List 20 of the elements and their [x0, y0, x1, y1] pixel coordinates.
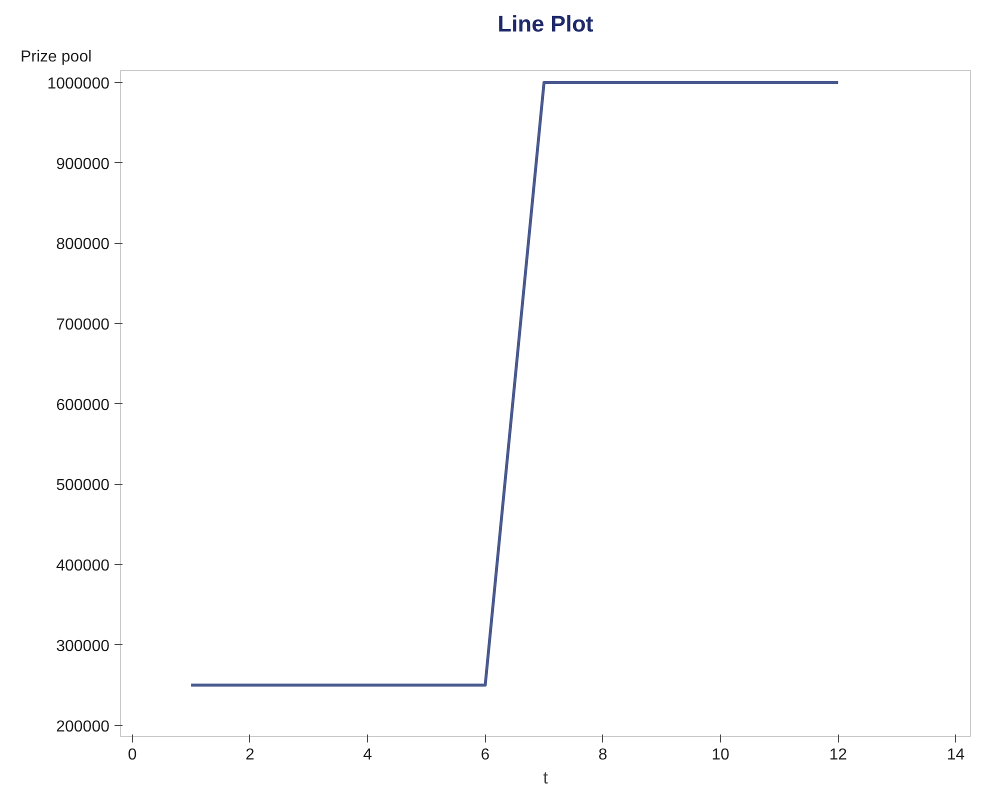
y-tick-label: 400000 — [56, 558, 110, 575]
y-tick-label: 200000 — [56, 718, 110, 736]
y-tick-label: 500000 — [56, 477, 110, 494]
x-tick-label: 10 — [712, 746, 730, 764]
x-tick-label: 14 — [946, 746, 965, 764]
chart-title: Line Plot — [498, 10, 594, 36]
y-tick-label: 300000 — [56, 638, 110, 655]
y-tick-label: 1000000 — [47, 76, 110, 93]
x-tick-label: 8 — [598, 746, 608, 764]
x-tick-label: 4 — [363, 746, 372, 764]
y-tick-label: 800000 — [56, 236, 110, 254]
x-tick-label: 0 — [128, 746, 137, 764]
x-axis-title: t — [543, 768, 548, 788]
y-tick-label: 600000 — [56, 396, 110, 414]
y-axis-title: Prize pool — [20, 48, 92, 66]
x-tick-label: 12 — [829, 746, 848, 764]
y-tick-label: 900000 — [56, 156, 110, 173]
y-tick-label: 700000 — [56, 316, 110, 334]
x-tick-label: 6 — [480, 746, 490, 764]
x-tick-label: 2 — [245, 746, 254, 764]
